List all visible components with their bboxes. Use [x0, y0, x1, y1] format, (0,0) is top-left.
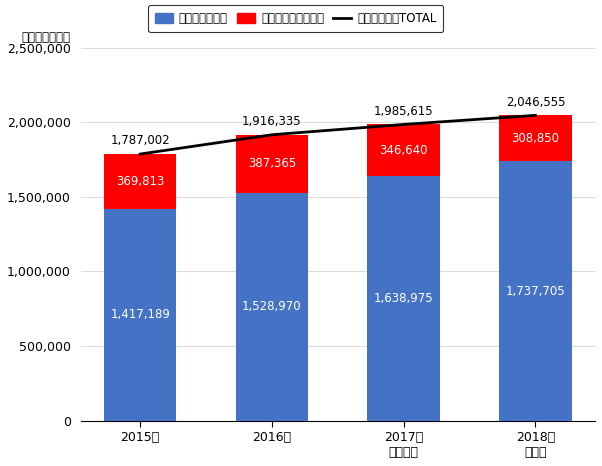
Text: （単位：千台）: （単位：千台）: [22, 31, 70, 44]
Text: 1,638,975: 1,638,975: [374, 292, 433, 305]
Text: 1,528,970: 1,528,970: [242, 300, 302, 313]
Text: 1,417,189: 1,417,189: [110, 308, 170, 322]
Text: 1,787,002: 1,787,002: [110, 134, 170, 147]
Text: 387,365: 387,365: [248, 157, 296, 170]
Bar: [236, 135, 308, 192]
Text: 1,916,335: 1,916,335: [242, 115, 302, 128]
Text: 346,640: 346,640: [379, 144, 428, 157]
Bar: [104, 154, 176, 209]
Text: 2,046,555: 2,046,555: [506, 96, 565, 109]
Text: 369,813: 369,813: [116, 175, 164, 188]
Bar: [499, 161, 572, 421]
Text: 1,737,705: 1,737,705: [506, 285, 565, 297]
Text: 308,850: 308,850: [512, 132, 559, 145]
Legend: スマートフォン, フィーチャーフォン, ハンドセットTOTAL: スマートフォン, フィーチャーフォン, ハンドセットTOTAL: [148, 5, 444, 32]
Bar: [236, 192, 308, 421]
Bar: [367, 176, 440, 421]
Bar: [367, 124, 440, 176]
Text: 1,985,615: 1,985,615: [374, 105, 433, 118]
Bar: [499, 115, 572, 161]
Bar: [104, 209, 176, 421]
